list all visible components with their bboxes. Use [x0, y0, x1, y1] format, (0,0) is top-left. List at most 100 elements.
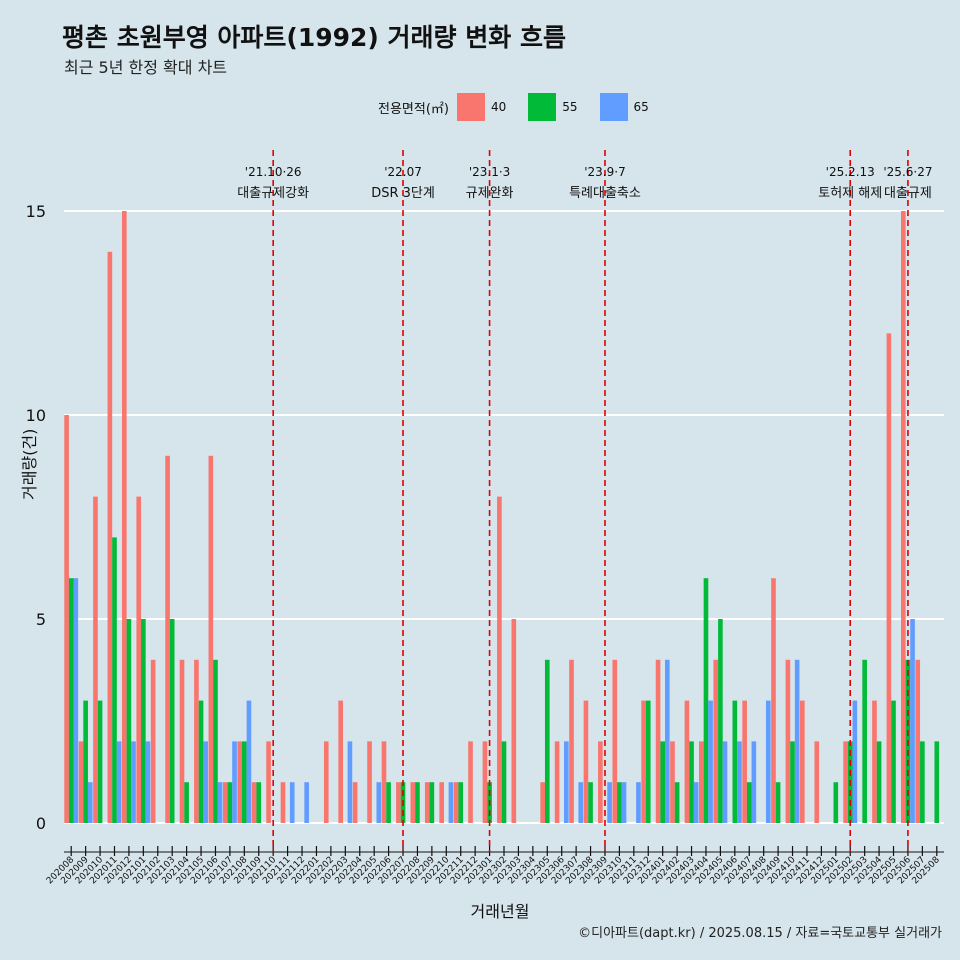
event-label: DSR 3단계: [371, 186, 435, 201]
bar-55-202404: [703, 578, 709, 823]
bar-40-202212: [468, 741, 473, 823]
bar-55-202105: [198, 700, 204, 823]
event-date: '22.07: [384, 165, 422, 179]
bar-55-202104: [184, 782, 189, 823]
bar-65-202012: [131, 741, 136, 823]
chart-subtitle: 최근 5년 한정 확대 차트: [64, 58, 228, 77]
bar-65-202403: [693, 782, 699, 823]
legend-key-65: [599, 93, 628, 121]
bar-40-202303: [511, 619, 517, 823]
bar-40-202108: [237, 741, 243, 823]
y-tick-label: 5: [36, 610, 46, 629]
event-label: 특례대출축소: [569, 186, 641, 201]
bar-40-202010: [93, 496, 98, 823]
bar-40-202505: [886, 333, 892, 823]
chart-title: 평촌 초원부영 아파트(1992) 거래량 변화 흐름: [62, 23, 566, 52]
bar-40-202502: [843, 741, 848, 823]
bar-55-202101: [141, 619, 146, 823]
bar-55-202507: [920, 741, 925, 823]
bar-40-202110: [266, 741, 271, 823]
legend-key-40: [456, 93, 485, 121]
bar-40-202106: [208, 455, 214, 823]
event-label: 대출규제강화: [237, 186, 309, 201]
bar-65-202407: [751, 741, 757, 823]
bar-65-202408: [765, 700, 771, 823]
bar-40-202008: [64, 415, 69, 823]
bar-55-202410: [790, 741, 795, 823]
y-tick-label: 0: [36, 814, 46, 833]
legend-label-55: 55: [562, 100, 578, 114]
bar-40-202410: [785, 659, 791, 823]
bar-65-202105: [203, 741, 208, 823]
bar-40-202312: [641, 700, 646, 823]
bar-40-202309: [598, 741, 603, 823]
event-date: '25.6·27: [883, 165, 932, 179]
bar-65-202009: [87, 782, 93, 823]
bar-65-202404: [708, 700, 713, 823]
bar-40-202105: [194, 659, 199, 823]
bar-40-202107: [222, 782, 228, 823]
bar-55-202505: [891, 700, 896, 823]
bar-65-202106: [217, 782, 223, 823]
bar-65-202306: [564, 741, 569, 823]
bar-55-202009: [83, 700, 88, 823]
bar-40-202209: [424, 782, 430, 823]
bar-40-202307: [569, 659, 574, 823]
bar-40-202102: [150, 659, 156, 823]
bar-40-202412: [814, 741, 820, 823]
event-label: 토허제 해제: [818, 186, 882, 201]
bar-65-202011: [116, 741, 122, 823]
bar-65-202111: [289, 782, 295, 823]
legend-key-55: [528, 93, 557, 121]
y-tick-label: 10: [26, 406, 46, 425]
bar-40-202012: [121, 211, 127, 823]
bar-55-202108: [242, 741, 247, 823]
bar-55-202010: [97, 700, 103, 823]
bar-65-202406: [737, 741, 742, 823]
bar-65-202203: [347, 741, 353, 823]
bar-65-202310: [621, 782, 627, 823]
bar-40-202302: [497, 496, 502, 823]
bar-65-202309: [607, 782, 612, 823]
bar-55-202403: [689, 741, 694, 823]
bar-40-202301: [482, 741, 488, 823]
event-date: '23.1·3: [469, 165, 510, 179]
bar-40-202206: [381, 741, 387, 823]
bar-55-202407: [746, 782, 752, 823]
event-date: '23.9·7: [584, 165, 625, 179]
bar-40-202308: [583, 700, 589, 823]
bar-40-202404: [699, 741, 704, 823]
bar-65-202311: [636, 782, 641, 823]
bar-40-202202: [323, 741, 329, 823]
event-label: 규제완화: [466, 186, 514, 201]
bar-40-202109: [251, 782, 257, 823]
bar-65-202410: [794, 659, 800, 823]
bar-55-202106: [213, 659, 218, 823]
bar-40-202101: [136, 496, 142, 823]
bar-40-202210: [439, 782, 444, 823]
bar-55-202305: [544, 659, 550, 823]
bar-40-202407: [742, 700, 747, 823]
bar-40-202305: [540, 782, 545, 823]
bar-40-202011: [107, 251, 113, 824]
bar-65-202112: [304, 782, 309, 823]
bar-40-202104: [179, 659, 185, 823]
bar-55-202103: [169, 619, 175, 823]
bar-40-202411: [800, 700, 805, 823]
bar-55-202206: [386, 782, 391, 823]
bar-40-202208: [410, 782, 416, 823]
y-axis-label: 거래량(건): [20, 428, 39, 500]
bar-65-202107: [232, 741, 237, 823]
bar-55-202504: [876, 741, 882, 823]
bar-55-202011: [112, 537, 117, 823]
bar-55-202402: [674, 782, 680, 823]
bar-65-202008: [73, 578, 79, 823]
bar-55-202308: [588, 782, 593, 823]
bar-55-202501: [833, 782, 839, 823]
bar-40-202507: [915, 659, 921, 823]
bar-55-202508: [934, 741, 940, 823]
bar-55-202503: [862, 659, 867, 823]
bar-55-202405: [718, 619, 723, 823]
x-axis-label: 거래년월: [470, 902, 530, 921]
